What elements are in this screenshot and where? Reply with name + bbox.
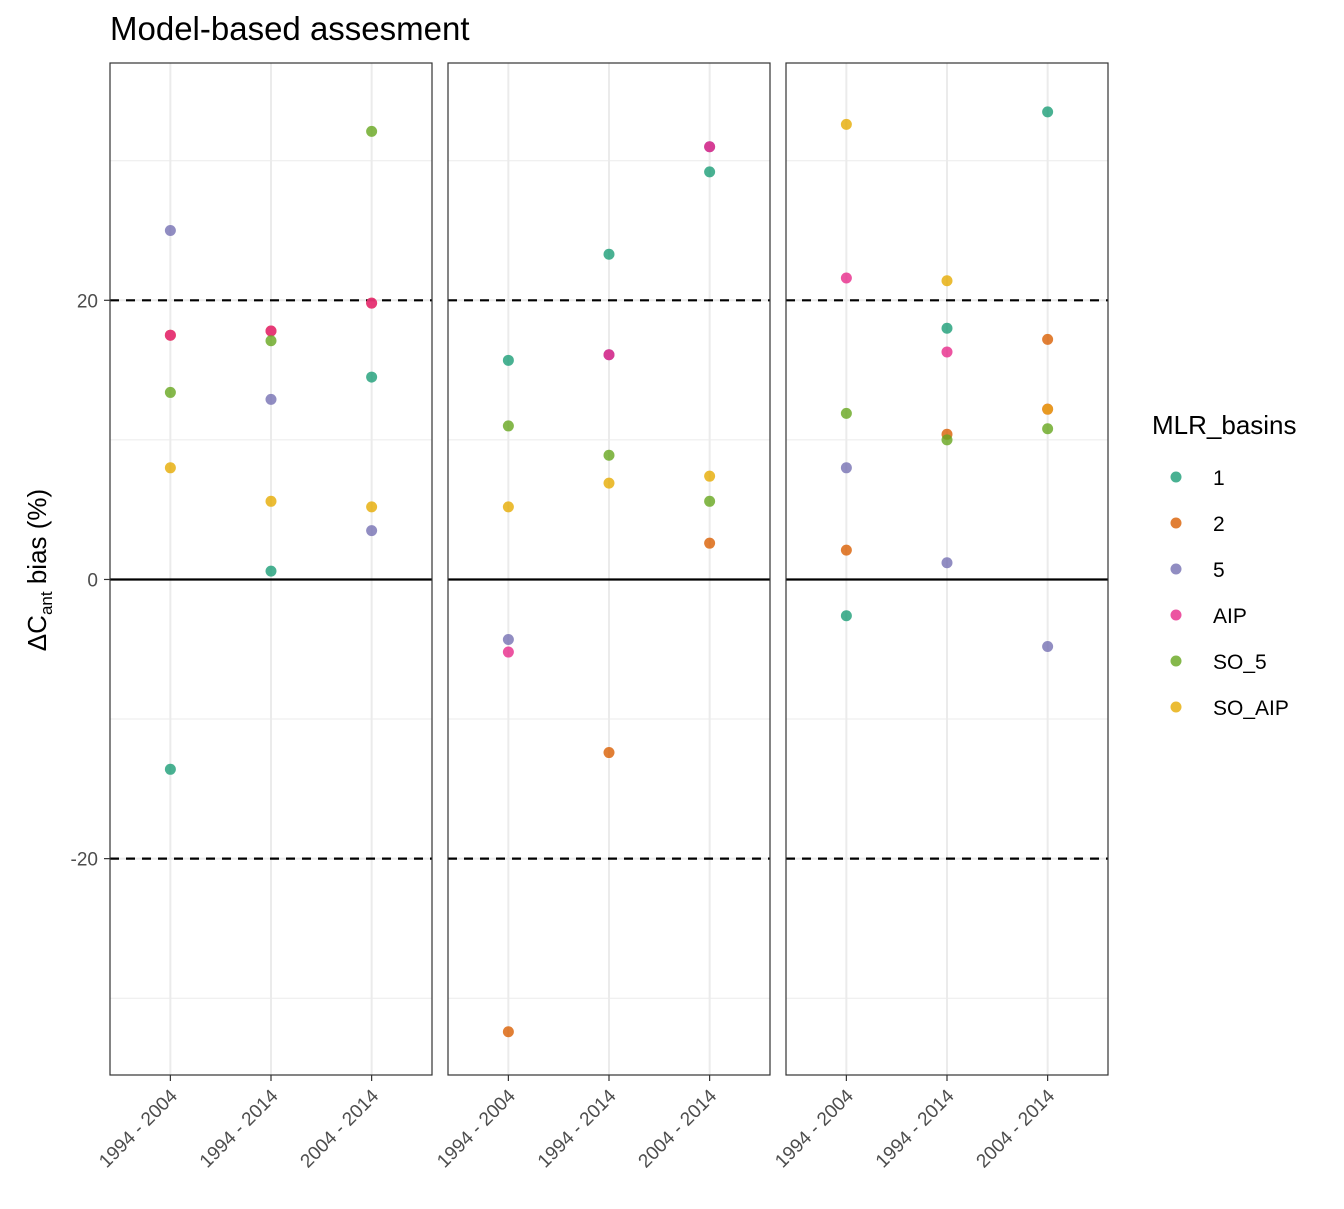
data-point-so-aip [1042,403,1054,415]
legend-key [1170,517,1182,529]
data-point-1 [366,371,378,383]
legend-key [1170,471,1182,483]
legend-label: 5 [1213,559,1225,582]
data-point-5 [941,557,953,569]
data-point-so-aip [603,477,615,489]
data-point-aip [941,346,953,358]
legend-label: SO_5 [1213,651,1267,674]
data-point-so-5 [840,407,852,419]
x-tick-label: 1994 - 2004 [95,1085,182,1172]
data-point-aip [704,141,716,153]
legend-key [1170,609,1182,621]
legend-item: 2 [1170,513,1225,536]
legend-item: SO_AIP [1170,697,1289,720]
data-point-aip [366,297,378,309]
data-point-so-5 [164,386,176,398]
data-point-so-5 [265,335,277,347]
data-point-1 [502,354,514,366]
data-point-so-5 [603,449,615,461]
data-point-5 [502,633,514,645]
data-point-1 [164,763,176,775]
legend-item: 1 [1170,467,1225,490]
data-point-so-aip [164,462,176,474]
legend-key [1170,563,1182,575]
data-point-aip [265,325,277,337]
data-point-5 [265,393,277,405]
data-point-so-5 [502,420,514,432]
data-point-so-5 [1042,423,1054,435]
data-point-5 [366,525,378,537]
data-point-5 [840,462,852,474]
data-point-1 [603,248,615,260]
y-tick-label: 0 [87,570,98,591]
legend-label: 1 [1213,467,1225,490]
data-point-2 [603,747,615,759]
data-point-aip [502,646,514,658]
facet-panel-3: 1994 - 2004 1994 - 2014 2004 - 2014 [771,62,1109,1172]
data-point-so-aip [502,501,514,513]
x-tick-label: 1994 - 2004 [433,1085,520,1172]
data-point-1 [704,166,716,178]
x-tick-label: 1994 - 2014 [872,1085,959,1172]
data-point-so-aip [265,495,277,507]
y-tick-label: -20 [71,850,98,871]
x-tick-label: 1994 - 2014 [534,1085,621,1172]
x-tick-label: 2004 - 2014 [635,1085,722,1172]
data-point-2 [502,1026,514,1038]
chart-title: Model-based assesment [110,10,470,47]
legend-label: AIP [1213,605,1247,628]
legend-item: 5 [1170,559,1225,582]
legend-key [1170,701,1182,713]
x-tick-label: 1994 - 2014 [196,1085,283,1172]
data-point-2 [704,537,716,549]
facet-panel-1: 1994 - 2004 1994 - 2014 2004 - 2014 [95,62,433,1172]
y-tick-label: 20 [77,291,98,312]
data-point-1 [1042,106,1054,118]
data-point-so-5 [941,434,953,446]
y-label-subscript: ant [37,591,56,615]
data-point-so-5 [704,495,716,507]
y-axis-label: ΔCant bias (%) [22,489,56,651]
legend: MLR_basins 1 2 5 AIP SO_5 SO_AIP [1152,410,1297,720]
legend-key [1170,655,1182,667]
legend-label: 2 [1213,513,1225,536]
data-point-so-aip [941,275,953,287]
legend-item: AIP [1170,605,1247,628]
x-tick-label: 2004 - 2014 [973,1085,1060,1172]
y-label-suffix: bias (%) [22,489,52,592]
data-point-aip [840,272,852,284]
data-point-so-aip [840,118,852,130]
legend-label: SO_AIP [1213,697,1289,720]
facet-panels: 1994 - 2004 1994 - 2014 2004 - 2014 1994 - … [95,62,1109,1172]
data-point-so-aip [704,470,716,482]
facet-panel-2: 1994 - 2004 1994 - 2014 2004 - 2014 [433,62,771,1172]
data-point-1 [265,565,277,577]
data-point-2 [840,544,852,556]
data-point-aip [164,329,176,341]
data-point-2 [1042,333,1054,345]
legend-item: SO_5 [1170,651,1267,674]
x-tick-label: 2004 - 2014 [297,1085,384,1172]
data-point-aip [603,349,615,361]
x-tick-label: 1994 - 2004 [771,1085,858,1172]
y-label-prefix: ΔC [22,615,52,651]
legend-title: MLR_basins [1152,410,1297,440]
data-point-1 [840,610,852,622]
data-point-1 [941,322,953,334]
data-point-so-5 [366,125,378,137]
y-axis: -20 0 20 [71,291,110,871]
data-point-5 [164,225,176,237]
data-point-5 [1042,640,1054,652]
data-point-so-aip [366,501,378,513]
